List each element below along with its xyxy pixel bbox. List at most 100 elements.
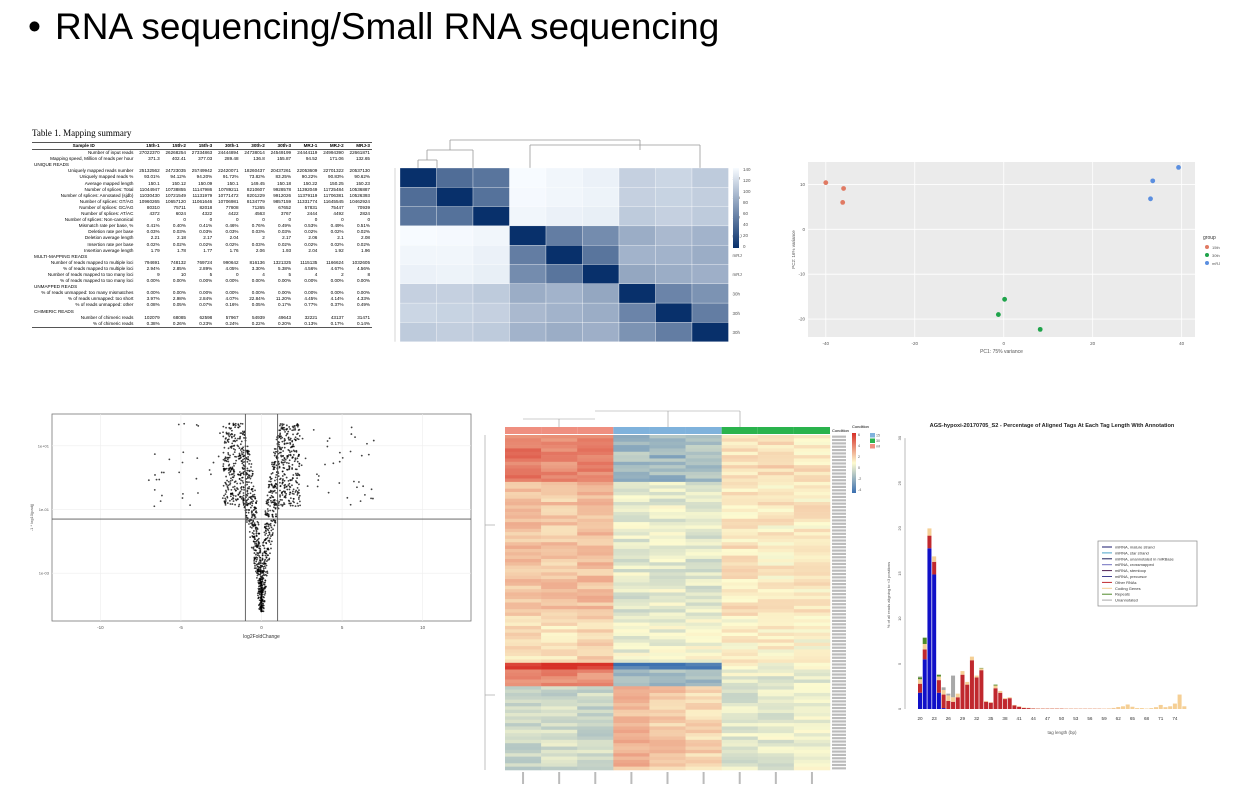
column-header: 15th-1 [135, 141, 162, 151]
heatmap-cell [793, 555, 831, 560]
data-point [260, 584, 262, 586]
heatmap-cell [757, 612, 795, 617]
data-point [153, 505, 156, 508]
data-point [268, 541, 271, 543]
data-point [262, 567, 265, 570]
heatmap-cell [721, 518, 759, 523]
data-point [196, 457, 199, 460]
heatmap-cell [541, 696, 578, 700]
data-point [291, 492, 294, 495]
data-point [232, 472, 235, 475]
heatmap-cell [613, 679, 650, 684]
data-point [270, 547, 272, 550]
heatmap-cell [721, 582, 759, 587]
heatmap-cell [613, 763, 650, 767]
heatmap-cell [613, 646, 650, 650]
data-point [273, 506, 275, 509]
gene-label [832, 660, 846, 663]
cell-value: 150.12 [171, 180, 186, 186]
heatmap-cell [793, 558, 831, 563]
heatmap-cell [541, 565, 578, 570]
heatmap-cell [577, 766, 614, 771]
heatmap-cell [577, 696, 614, 700]
data-point [289, 437, 292, 440]
heatmap-cell [721, 558, 759, 563]
heatmap-cell [757, 569, 795, 573]
data-point [274, 507, 277, 510]
gene-label [832, 623, 846, 626]
cell-value: 769724 [196, 259, 213, 265]
legend-box [1097, 540, 1198, 607]
data-point [224, 493, 227, 495]
x-tick-label: 71 [1158, 716, 1164, 721]
cell-value: 0 [183, 217, 186, 223]
data-point [252, 536, 255, 538]
data-point [238, 437, 241, 440]
slide-title: • RNA sequencing/Small RNA sequencing [28, 6, 719, 48]
cell-value: 150.23 [355, 180, 370, 186]
data-point [271, 484, 273, 487]
data-point [341, 456, 344, 459]
heatmap-cell [541, 649, 578, 654]
heatmap-cell [721, 743, 759, 747]
data-point [294, 427, 296, 430]
data-point [272, 485, 275, 488]
data-point [235, 459, 238, 462]
heatmap-cell [649, 599, 686, 603]
data-point [252, 519, 254, 522]
heatmap-cell [613, 445, 650, 449]
data-point [222, 451, 225, 454]
scale-tick: 6 [858, 433, 860, 437]
data-point [251, 502, 254, 505]
heatmap-cell [541, 736, 578, 741]
data-point [288, 465, 291, 468]
data-point [297, 438, 300, 441]
heatmap-cell [541, 478, 578, 483]
cell-value: 136.8 [253, 156, 265, 162]
cell-value: 1.77 [203, 247, 213, 253]
heatmap-cell [757, 582, 795, 587]
data-point [275, 473, 278, 476]
heatmap-cell [541, 612, 578, 617]
heatmap-cell [649, 605, 686, 610]
data-point [225, 491, 228, 493]
heatmap-cell [721, 736, 759, 741]
data-point [271, 463, 273, 466]
data-point [247, 452, 250, 455]
slide-title-text: RNA sequencing/Small RNA sequencing [54, 6, 720, 47]
colorbar-tick: 80 [743, 200, 749, 205]
data-point [238, 425, 241, 428]
heatmap-cell [649, 502, 686, 506]
cell-value: 10771472 [218, 192, 239, 198]
row-label: % of reads unmapped: other [75, 302, 134, 308]
cell-value: 0.00% [172, 290, 186, 296]
heatmap-cell [649, 619, 686, 623]
y-tick-label: 10 [897, 616, 902, 621]
heatmap-cell [721, 605, 759, 610]
heatmap-cell [509, 225, 547, 246]
cell-value: 62598 [199, 314, 213, 320]
data-point [228, 483, 231, 486]
heatmap-cell [757, 485, 795, 489]
heatmap-cell [505, 545, 542, 550]
heatmap-cell [793, 552, 831, 556]
heatmap-cell [505, 548, 542, 553]
data-point [257, 540, 260, 543]
data-point [258, 573, 260, 576]
cell-value: 4.45% [304, 296, 318, 302]
data-point [259, 562, 262, 565]
data-point [260, 586, 263, 589]
data-point [294, 428, 297, 431]
heatmap-cell [505, 542, 542, 546]
bar-segment-other-rnas [946, 700, 951, 709]
data-point [256, 552, 259, 554]
data-point [230, 477, 232, 480]
heatmap-cell [541, 455, 578, 459]
data-point [301, 437, 304, 440]
heatmap-cell [577, 726, 614, 731]
bar-segment-unannotated [918, 676, 923, 678]
heatmap-cell [541, 498, 578, 503]
heatmap-cell [613, 686, 650, 690]
data-point [238, 447, 241, 450]
table-row: % of reads unmapped: too short 3.97% 2.98%… [32, 296, 372, 302]
